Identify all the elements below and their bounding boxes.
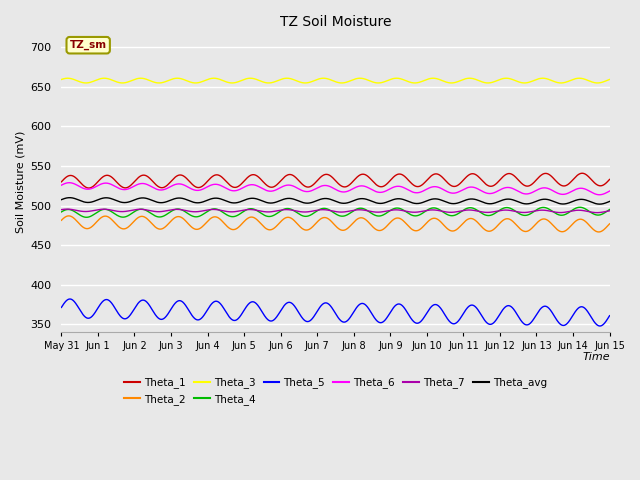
- Theta_2: [86, 225, 93, 231]
- Theta_avg: [66, 195, 74, 201]
- Theta_avg: [86, 200, 93, 205]
- Theta_4: [590, 211, 598, 217]
- Theta_5: [596, 323, 604, 329]
- Theta_3: [447, 80, 455, 86]
- Theta_4: [324, 206, 332, 212]
- Theta_3: [58, 77, 65, 83]
- Theta_1: [579, 170, 586, 176]
- Theta_2: [58, 217, 65, 223]
- Theta_4: [490, 211, 497, 217]
- Theta_6: [324, 183, 332, 189]
- Theta_6: [65, 180, 73, 186]
- Theta_3: [590, 80, 598, 85]
- Line: Theta_5: Theta_5: [61, 299, 609, 326]
- Theta_6: [490, 190, 497, 196]
- Line: Theta_4: Theta_4: [61, 207, 609, 217]
- Line: Theta_3: Theta_3: [61, 78, 609, 83]
- Theta_2: [605, 221, 613, 227]
- Theta_avg: [310, 199, 317, 205]
- Theta_avg: [490, 201, 497, 206]
- Theta_7: [590, 210, 598, 216]
- Theta_2: [595, 229, 602, 235]
- Theta_1: [58, 179, 65, 185]
- Theta_5: [590, 318, 598, 324]
- Theta_5: [58, 304, 65, 310]
- Theta_6: [605, 188, 613, 194]
- Theta_7: [593, 210, 601, 216]
- Theta_5: [66, 296, 74, 302]
- Line: Theta_6: Theta_6: [61, 183, 609, 195]
- Theta_avg: [596, 201, 604, 207]
- Theta_avg: [590, 200, 598, 206]
- Theta_5: [86, 315, 93, 321]
- Theta_1: [324, 172, 332, 178]
- Theta_5: [490, 320, 497, 326]
- Theta_2: [590, 227, 598, 233]
- Theta_2: [590, 227, 598, 233]
- Theta_2: [490, 227, 497, 232]
- Theta_4: [83, 215, 90, 220]
- Theta_avg: [58, 197, 65, 203]
- Theta_3: [100, 75, 108, 81]
- Line: Theta_1: Theta_1: [61, 173, 609, 188]
- Theta_1: [590, 180, 598, 185]
- Theta_7: [63, 206, 71, 212]
- Theta_3: [310, 78, 317, 84]
- Theta_7: [86, 208, 93, 214]
- Theta_2: [324, 216, 332, 222]
- Line: Theta_2: Theta_2: [61, 216, 609, 232]
- Theta_6: [590, 191, 598, 196]
- Theta_3: [605, 77, 613, 83]
- Text: TZ_sm: TZ_sm: [70, 40, 107, 50]
- Theta_6: [310, 187, 317, 192]
- Title: TZ Soil Moisture: TZ Soil Moisture: [280, 15, 391, 29]
- Theta_5: [590, 319, 598, 324]
- Theta_7: [490, 209, 497, 215]
- Theta_6: [596, 192, 604, 198]
- Theta_1: [85, 185, 93, 191]
- Theta_1: [605, 177, 613, 182]
- Theta_4: [310, 210, 317, 216]
- Theta_6: [58, 182, 65, 188]
- Theta_3: [490, 79, 497, 85]
- Theta_4: [605, 207, 613, 213]
- Theta_5: [324, 301, 332, 307]
- Theta_avg: [590, 200, 598, 206]
- Theta_avg: [605, 199, 613, 204]
- Theta_4: [86, 214, 93, 219]
- Theta_6: [590, 191, 598, 196]
- Theta_4: [576, 204, 584, 210]
- Theta_1: [590, 180, 598, 185]
- Y-axis label: Soil Moisture (mV): Soil Moisture (mV): [15, 131, 25, 233]
- Theta_avg: [324, 196, 332, 202]
- Theta_1: [86, 185, 93, 191]
- X-axis label: Time: Time: [582, 352, 610, 361]
- Theta_3: [590, 80, 598, 85]
- Theta_7: [590, 210, 598, 216]
- Theta_1: [490, 183, 497, 189]
- Theta_1: [310, 181, 317, 187]
- Theta_4: [590, 211, 598, 217]
- Theta_4: [58, 209, 65, 215]
- Theta_7: [58, 207, 65, 213]
- Theta_7: [324, 207, 332, 213]
- Theta_5: [310, 314, 317, 320]
- Theta_3: [324, 76, 332, 82]
- Legend: Theta_1, Theta_2, Theta_3, Theta_4, Theta_5, Theta_6, Theta_7, Theta_avg: Theta_1, Theta_2, Theta_3, Theta_4, Thet…: [120, 373, 551, 408]
- Theta_2: [65, 213, 73, 219]
- Theta_2: [310, 223, 317, 228]
- Theta_5: [605, 313, 613, 319]
- Theta_3: [86, 80, 93, 85]
- Theta_7: [605, 208, 613, 214]
- Line: Theta_avg: Theta_avg: [61, 198, 609, 204]
- Line: Theta_7: Theta_7: [61, 209, 609, 213]
- Theta_7: [310, 208, 317, 214]
- Theta_6: [86, 186, 93, 192]
